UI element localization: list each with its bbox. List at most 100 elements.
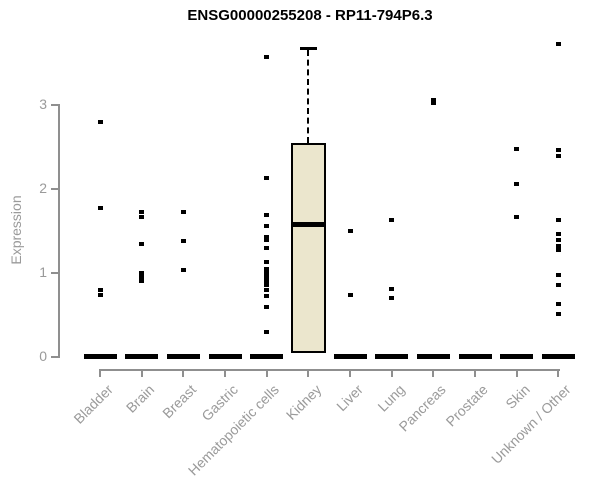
data-point xyxy=(97,206,103,211)
data-point xyxy=(264,223,270,228)
data-point xyxy=(180,209,186,214)
data-point xyxy=(555,148,561,153)
x-tick xyxy=(474,369,477,377)
data-point xyxy=(555,41,561,46)
data-point xyxy=(264,175,270,180)
data-point xyxy=(347,292,353,297)
data-point xyxy=(264,238,270,243)
data-point xyxy=(514,147,520,152)
data-point xyxy=(97,287,103,292)
data-point xyxy=(97,292,103,297)
x-tick xyxy=(390,369,393,377)
zero-bar xyxy=(208,353,242,359)
y-axis-title: Expression xyxy=(8,195,24,265)
x-category-label: Lung xyxy=(374,381,408,415)
data-point xyxy=(139,275,145,280)
x-tick xyxy=(307,369,310,377)
data-point xyxy=(389,296,395,301)
zero-bar xyxy=(458,353,492,359)
y-tick-label: 2 xyxy=(39,180,47,196)
data-point xyxy=(264,266,270,271)
data-point xyxy=(555,217,561,222)
x-tick xyxy=(182,369,185,377)
y-tick-label: 3 xyxy=(39,96,47,112)
data-point xyxy=(555,154,561,159)
whisker-cap xyxy=(299,46,317,50)
chart-title: ENSG00000255208 - RP11-794P6.3 xyxy=(187,7,433,24)
x-tick xyxy=(224,369,227,377)
x-tick xyxy=(515,369,518,377)
x-category-label: Brain xyxy=(122,381,158,416)
data-point xyxy=(514,181,520,186)
data-point xyxy=(430,101,436,106)
zero-bar xyxy=(166,353,200,359)
data-point xyxy=(555,273,561,278)
data-point xyxy=(514,215,520,220)
y-tick xyxy=(51,188,59,190)
data-point xyxy=(139,242,145,247)
zero-bar xyxy=(333,353,367,359)
data-point xyxy=(264,275,270,280)
data-point xyxy=(555,301,561,306)
y-tick xyxy=(51,272,59,274)
data-point xyxy=(264,54,270,59)
data-point xyxy=(139,270,145,275)
data-point xyxy=(555,312,561,316)
x-tick xyxy=(557,369,560,377)
data-point xyxy=(264,330,270,335)
data-point xyxy=(264,305,270,310)
data-point xyxy=(139,209,145,214)
data-point xyxy=(555,248,561,253)
x-category-label: Prostate xyxy=(442,381,491,430)
x-tick xyxy=(140,369,143,377)
data-point xyxy=(264,246,270,251)
x-category-label: Liver xyxy=(332,381,366,415)
zero-bar xyxy=(375,353,409,359)
data-point xyxy=(180,238,186,243)
data-point xyxy=(389,217,395,222)
zero-bar xyxy=(500,353,534,359)
data-point xyxy=(555,238,561,243)
x-category-label: Unknown / Other xyxy=(488,381,575,467)
x-category-label: Skin xyxy=(501,381,533,412)
data-point xyxy=(347,228,353,233)
y-tick-label: 1 xyxy=(39,264,47,280)
x-category-label: Bladder xyxy=(70,381,116,427)
x-category-label: Breast xyxy=(159,381,199,422)
data-point xyxy=(264,287,270,292)
data-point xyxy=(264,270,270,275)
y-tick-label: 0 xyxy=(39,348,47,364)
y-tick xyxy=(51,356,59,358)
x-tick xyxy=(349,369,352,377)
box xyxy=(290,143,326,354)
data-point xyxy=(139,279,145,284)
data-point xyxy=(264,279,270,284)
data-point xyxy=(97,120,103,125)
data-point xyxy=(264,259,270,264)
zero-bar xyxy=(250,353,284,359)
y-axis-line xyxy=(58,104,60,358)
data-point xyxy=(389,286,395,291)
x-tick xyxy=(99,369,101,377)
whisker-line xyxy=(307,49,310,144)
x-axis-line xyxy=(100,369,561,371)
data-point xyxy=(264,234,270,239)
data-point xyxy=(264,283,270,288)
y-tick xyxy=(51,104,59,106)
zero-bar xyxy=(125,353,159,359)
data-point xyxy=(555,243,561,248)
data-point xyxy=(555,232,561,237)
data-point xyxy=(139,214,145,219)
zero-bar xyxy=(541,353,575,359)
median-line xyxy=(292,222,324,228)
data-point xyxy=(180,268,186,273)
zero-bar xyxy=(416,353,450,359)
data-point xyxy=(555,282,561,287)
x-tick xyxy=(432,369,435,377)
x-tick xyxy=(265,369,268,377)
x-category-label: Kidney xyxy=(282,381,325,423)
data-point xyxy=(264,212,270,217)
data-point xyxy=(430,97,436,102)
data-point xyxy=(264,294,270,299)
